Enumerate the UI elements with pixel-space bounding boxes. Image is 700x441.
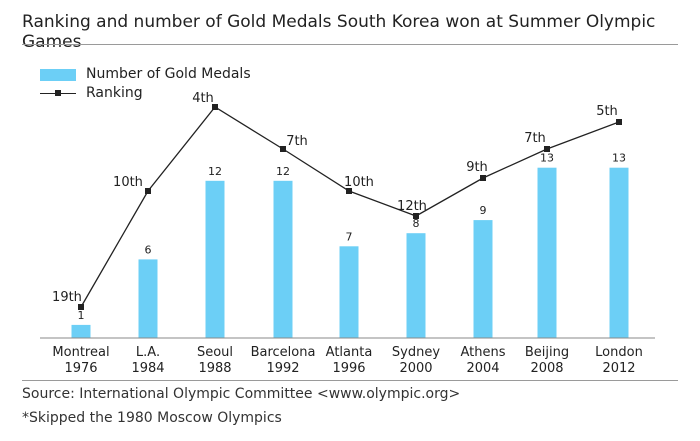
bar-1984: [138, 259, 158, 338]
bar-2004: [473, 220, 493, 338]
ranking-label-1988: 4th: [192, 91, 214, 106]
chart-title: Ranking and number of Gold Medals South …: [22, 12, 656, 52]
ranking-label-1996: 10th: [344, 175, 374, 190]
x-label-year-2008: 2008: [530, 361, 563, 376]
bar-value-label-2004: 9: [480, 204, 487, 217]
ranking-label-2008: 7th: [524, 131, 546, 146]
x-label-city-1976: Montreal: [52, 345, 109, 360]
ranking-label-2012: 5th: [596, 104, 618, 119]
bar-1976: [71, 324, 91, 338]
bar-series: [71, 167, 629, 338]
x-label-city-1996: Atlanta: [326, 345, 373, 360]
bar-value-label-1988: 12: [208, 165, 222, 178]
x-label-year-1992: 1992: [266, 361, 299, 376]
x-label-city-2008: Beijing: [525, 345, 569, 360]
bar-2008: [537, 167, 557, 338]
ranking-label-2000: 12th: [397, 199, 427, 214]
x-label-city-2004: Athens: [460, 345, 505, 360]
x-label-year-1976: 1976: [64, 361, 97, 376]
bar-1992: [273, 180, 293, 338]
ranking-marker-1992: [280, 146, 286, 152]
ranking-label-1992: 7th: [286, 134, 308, 149]
bar-value-label-1976: 1: [78, 309, 85, 322]
x-label-year-1996: 1996: [332, 361, 365, 376]
ranking-marker-2000: [413, 213, 419, 219]
x-label-year-2012: 2012: [602, 361, 635, 376]
ranking-marker-1996: [346, 188, 352, 194]
ranking-label-1976: 19th: [52, 290, 82, 305]
x-axis-labels: Montreal1976L.A.1984Seoul1988Barcelona19…: [52, 345, 642, 376]
ranking-marker-1976: [78, 304, 84, 310]
bar-2012: [609, 167, 629, 338]
x-label-year-1988: 1988: [198, 361, 231, 376]
x-label-year-2000: 2000: [399, 361, 432, 376]
x-label-city-2012: London: [595, 345, 643, 360]
ranking-labels: 19th 10th 4th 7th 10th 12th 9th 7th 5th: [52, 91, 618, 305]
bar-value-labels: 1 6 12 12 7 8 9 13 13: [78, 152, 627, 322]
legend-line-marker: [55, 90, 61, 96]
x-label-city-1988: Seoul: [197, 345, 233, 360]
bar-value-label-1984: 6: [145, 243, 152, 256]
legend-bar-label: Number of Gold Medals: [86, 66, 251, 82]
ranking-label-1984: 10th: [113, 175, 143, 190]
x-label-year-1984: 1984: [131, 361, 164, 376]
bar-2000: [406, 233, 426, 338]
source-text: Source: International Olympic Committee …: [22, 386, 461, 402]
x-label-year-2004: 2004: [466, 361, 499, 376]
bar-value-label-2012: 13: [612, 152, 626, 165]
footer-divider: [22, 380, 678, 381]
ranking-series: [78, 104, 622, 310]
bar-value-label-2000: 8: [413, 217, 420, 230]
bar-1996: [339, 246, 359, 338]
ranking-label-2004: 9th: [466, 160, 488, 175]
ranking-marker-2012: [616, 119, 622, 125]
bar-value-label-1992: 12: [276, 165, 290, 178]
title-divider: [22, 44, 678, 45]
bar-value-label-1996: 7: [346, 230, 353, 243]
bar-value-label-2008: 13: [540, 152, 554, 165]
ranking-marker-2008: [544, 146, 550, 152]
x-label-city-1992: Barcelona: [251, 345, 316, 360]
x-label-city-2000: Sydney: [392, 345, 440, 360]
footnote-text: *Skipped the 1980 Moscow Olympics: [22, 410, 282, 426]
legend-line-label: Ranking: [86, 85, 143, 101]
bar-1988: [205, 180, 225, 338]
legend-bar-swatch: [40, 69, 76, 81]
x-label-city-1984: L.A.: [136, 345, 160, 360]
ranking-marker-2004: [480, 175, 486, 181]
ranking-marker-1988: [212, 104, 218, 110]
ranking-marker-1984: [145, 188, 151, 194]
